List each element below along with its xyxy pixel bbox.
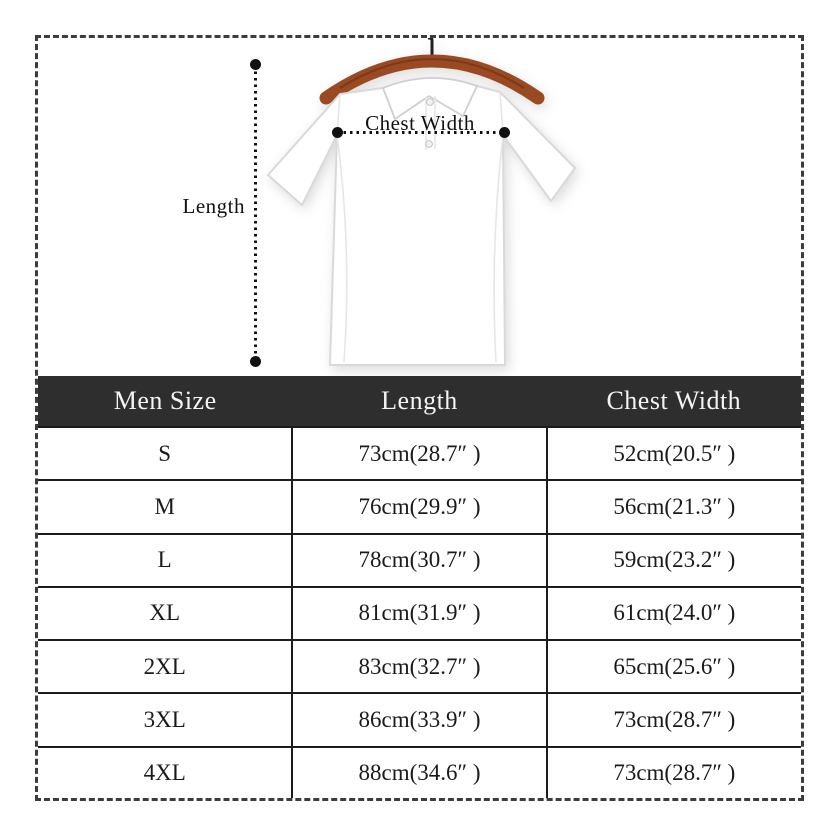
chest-cell: 61cm(24.0″ ): [545, 585, 801, 642]
size-cell: L: [38, 532, 294, 588]
length-line-bottom-dot: [250, 356, 261, 367]
length-cell: 86cm(33.9″ ): [291, 692, 548, 748]
length-label: Length: [182, 194, 245, 218]
length-cell: 88cm(34.6″ ): [291, 745, 548, 798]
chest-cell: 56cm(21.3″ ): [545, 479, 801, 535]
table-header-row: Men Size Length Chest Width: [38, 376, 801, 427]
header-chest-width: Chest Width: [546, 376, 801, 427]
chest-cell: 59cm(23.2″ ): [545, 532, 801, 588]
shirt-button: [426, 98, 434, 106]
chest-line-right-dot: [499, 127, 510, 138]
chest-width-measure-line: [337, 131, 504, 134]
chest-width-label: Chest Width: [365, 111, 475, 135]
size-cell: 2XL: [38, 639, 294, 695]
size-cell: XL: [38, 585, 294, 642]
shirt-figure-area: Length Chest Width: [38, 38, 801, 376]
table-row: 3XL 86cm(33.9″ ) 73cm(28.7″ ): [38, 692, 801, 748]
table-row: 2XL 83cm(32.7″ ) 65cm(25.6″ ): [38, 639, 801, 695]
header-length: Length: [292, 376, 547, 427]
length-cell: 78cm(30.7″ ): [291, 532, 548, 588]
length-line-top-dot: [250, 59, 261, 70]
size-cell: 4XL: [38, 745, 294, 798]
dashed-frame: Length Chest Width Men Size Length Chest…: [35, 35, 804, 801]
chest-cell: 65cm(25.6″ ): [545, 639, 801, 695]
size-chart-table: Men Size Length Chest Width S 73cm(28.7″…: [38, 376, 801, 798]
table-row: L 78cm(30.7″ ) 59cm(23.2″ ): [38, 532, 801, 588]
chest-cell: 73cm(28.7″ ): [545, 692, 801, 748]
length-measure-line: [254, 65, 257, 361]
chest-line-left-dot: [332, 127, 343, 138]
size-cell: S: [38, 425, 294, 482]
hanger-icon: [319, 38, 545, 105]
shirt-collar: [382, 77, 478, 150]
shirt-button: [425, 140, 433, 148]
size-cell: 3XL: [38, 692, 294, 748]
chest-cell: 52cm(20.5″ ): [545, 425, 801, 482]
length-cell: 83cm(32.7″ ): [291, 639, 548, 695]
length-cell: 73cm(28.7″ ): [291, 425, 548, 482]
table-row: XL 81cm(31.9″ ) 61cm(24.0″ ): [38, 585, 801, 642]
chest-cell: 73cm(28.7″ ): [545, 745, 801, 798]
length-cell: 76cm(29.9″ ): [291, 479, 548, 535]
length-cell: 81cm(31.9″ ): [291, 585, 548, 642]
table-row: S 73cm(28.7″ ) 52cm(20.5″ ): [38, 425, 801, 482]
header-men-size: Men Size: [38, 376, 293, 427]
table-row: M 76cm(29.9″ ) 56cm(21.3″ ): [38, 479, 801, 535]
polo-shirt-illustration: [267, 38, 576, 366]
table-row: 4XL 88cm(34.6″ ) 73cm(28.7″ ): [38, 745, 801, 798]
size-cell: M: [38, 479, 294, 535]
